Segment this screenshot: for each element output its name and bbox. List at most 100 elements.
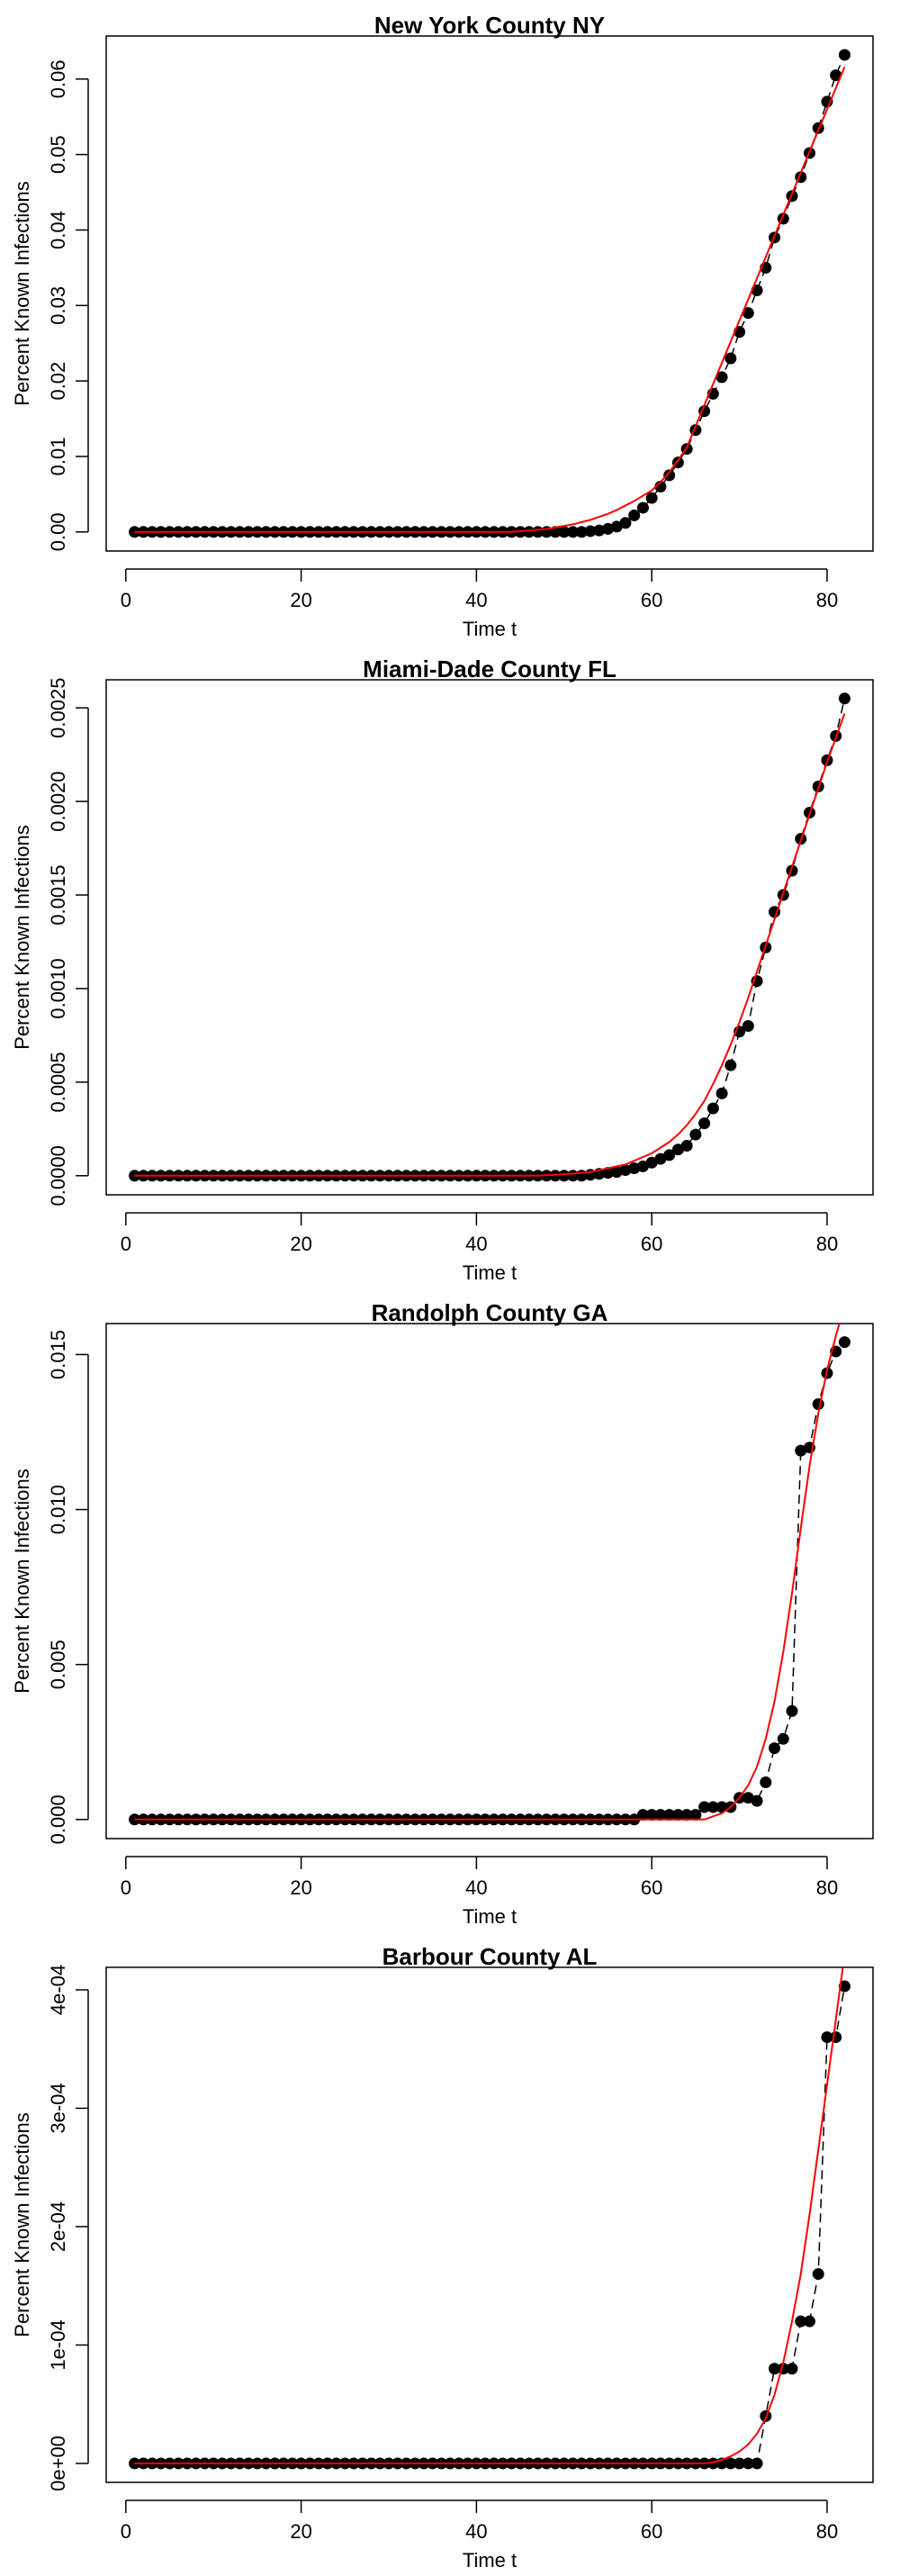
y-axis-label: Percent Known Infections: [11, 1469, 33, 1693]
plot-box: [105, 1966, 874, 2483]
data-point: [619, 517, 632, 529]
chart-title: Randolph County GA: [372, 1299, 608, 1326]
data-point: [706, 1102, 719, 1115]
data-point: [671, 1809, 684, 1821]
data-point: [777, 1732, 789, 1745]
data-point: [751, 2457, 763, 2470]
chart-title: Miami-Dade County FL: [363, 655, 616, 682]
connector-line: [134, 1985, 846, 2464]
y-tick-label: 4e-04: [47, 1965, 69, 2015]
y-tick-label: 0.005: [47, 1640, 69, 1689]
x-axis-label: Time t: [463, 2549, 517, 2571]
data-point: [830, 2031, 842, 2044]
y-tick-label: 0.02: [47, 362, 69, 401]
x-tick-label: 60: [641, 589, 662, 611]
data-point: [129, 2457, 141, 2470]
data-point: [129, 1170, 141, 1182]
data-point: [742, 1020, 754, 1033]
y-tick-label: 0.00: [47, 512, 69, 551]
data-point: [812, 1398, 824, 1411]
data-point: [619, 1164, 632, 1177]
data-point: [628, 1161, 641, 1174]
y-tick-label: 0.0025: [47, 678, 69, 738]
y-tick-label: 0.0015: [47, 864, 69, 925]
x-tick-label: 20: [290, 2520, 311, 2543]
panel: New York County NY Time t Percent Known In…: [11, 12, 874, 640]
y-tick-label: 0.010: [47, 1485, 69, 1534]
data-point: [698, 1117, 711, 1130]
plot-box: [105, 679, 874, 1196]
data-point: [636, 1160, 649, 1172]
data-point: [769, 1742, 781, 1755]
x-tick-label: 20: [290, 1233, 311, 1255]
data-point: [724, 2457, 737, 2470]
plot-box: [105, 35, 874, 552]
data-point: [558, 526, 571, 538]
x-tick-label: 80: [816, 589, 838, 611]
x-tick-label: 0: [121, 589, 131, 611]
y-tick-label: 0.05: [47, 135, 69, 174]
chart-title: New York County NY: [374, 12, 605, 39]
data-point: [716, 371, 728, 384]
x-axis-label: Time t: [463, 1261, 517, 1284]
data-point: [698, 1801, 711, 1813]
data-point: [549, 1170, 562, 1182]
panel: Randolph County GA Time t Percent Known In…: [11, 1299, 874, 1928]
x-tick-label: 40: [465, 589, 487, 611]
data-point: [689, 1809, 702, 1821]
data-point: [689, 1128, 702, 1141]
data-point: [575, 526, 588, 538]
data-point: [584, 525, 597, 538]
panel: Miami-Dade County FL Time t Percent Known …: [11, 655, 874, 1284]
x-tick-label: 60: [641, 1876, 662, 1899]
data-point: [751, 1794, 763, 1807]
y-tick-label: 0.03: [47, 286, 69, 325]
x-tick-label: 40: [465, 1233, 487, 1255]
data-point: [838, 49, 850, 61]
data-point: [830, 69, 842, 82]
x-tick-label: 0: [121, 2520, 131, 2543]
data-point: [706, 1801, 719, 1813]
data-point: [706, 2457, 719, 2470]
data-point: [636, 502, 649, 514]
fit-line: [134, 1324, 841, 1821]
x-axis-label: Time t: [463, 1905, 517, 1928]
data-point: [786, 2363, 798, 2375]
data-point: [716, 1801, 728, 1813]
y-tick-label: 0.01: [47, 438, 69, 476]
data-point: [663, 469, 676, 482]
data-point: [601, 1167, 614, 1180]
data-point: [129, 526, 141, 538]
data-point: [838, 692, 850, 705]
data-point: [654, 1152, 667, 1165]
fit-line: [134, 1967, 844, 2464]
data-point: [593, 524, 606, 537]
data-point: [724, 352, 737, 365]
connector-line: [134, 54, 846, 533]
data-point: [645, 492, 658, 504]
data-point: [663, 1809, 676, 1821]
data-point: [549, 526, 562, 538]
panel: Barbour County AL Time t Percent Known Inf…: [11, 1943, 874, 2571]
x-tick-label: 0: [121, 1233, 131, 1255]
data-point: [760, 1776, 772, 1788]
data-point: [645, 1156, 658, 1169]
data-point: [716, 1087, 728, 1099]
data-point: [795, 2315, 807, 2327]
data-point: [610, 1166, 623, 1179]
y-tick-label: 2e-04: [47, 2201, 69, 2252]
data-point: [821, 95, 833, 108]
x-tick-label: 80: [816, 1876, 838, 1899]
data-point: [742, 307, 754, 320]
y-tick-label: 0e+00: [47, 2436, 69, 2491]
x-axis-label: Time t: [463, 618, 517, 640]
data-point: [654, 1809, 667, 1821]
data-point: [821, 2031, 833, 2044]
data-point: [645, 1809, 658, 1821]
x-tick-label: 40: [465, 1876, 487, 1899]
data-point: [838, 1980, 850, 1993]
data-point: [601, 522, 614, 535]
x-tick-label: 20: [290, 589, 311, 611]
